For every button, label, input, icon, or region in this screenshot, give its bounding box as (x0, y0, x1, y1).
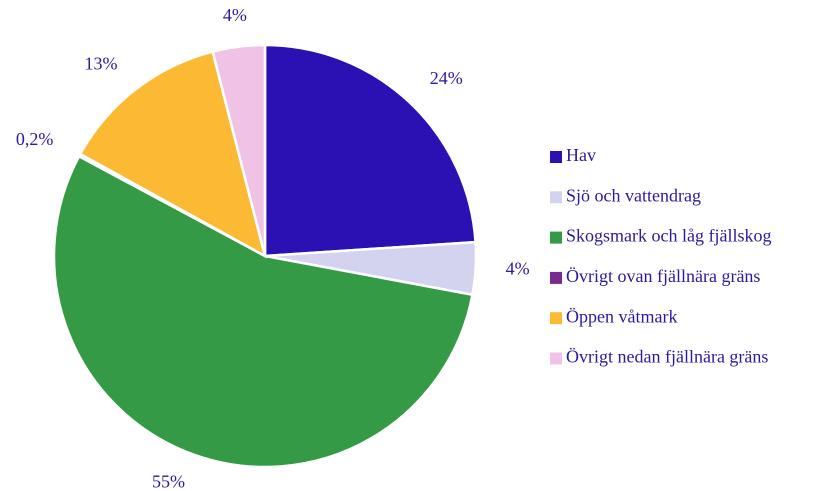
legend-label: Övrigt nedan fjällnära gräns (566, 347, 768, 367)
legend-label: Öppen våtmark (566, 306, 677, 326)
data-label: 0,2% (16, 129, 54, 149)
data-label: 24% (430, 68, 463, 88)
legend-swatch (550, 312, 562, 325)
pie-slice (263, 43, 477, 258)
data-label: 55% (152, 471, 185, 491)
legend-swatch (550, 271, 562, 284)
legend-swatch (550, 151, 562, 163)
legend-label: Hav (566, 145, 596, 165)
pie-slice (78, 50, 267, 259)
pie-slice (52, 154, 474, 469)
data-label: 13% (85, 54, 118, 74)
data-label: 4% (506, 258, 530, 278)
legend-label: Sjö och vattendrag (566, 185, 701, 205)
legend-swatch (550, 231, 562, 244)
legend-swatch (550, 191, 562, 204)
pie-slice (211, 43, 267, 257)
legend-label: Övrigt ovan fjällnära gräns (566, 266, 760, 286)
data-label: 4% (223, 5, 247, 25)
legend-label: Skogsmark och låg fjällskog (566, 226, 771, 246)
legend-swatch (550, 352, 562, 365)
